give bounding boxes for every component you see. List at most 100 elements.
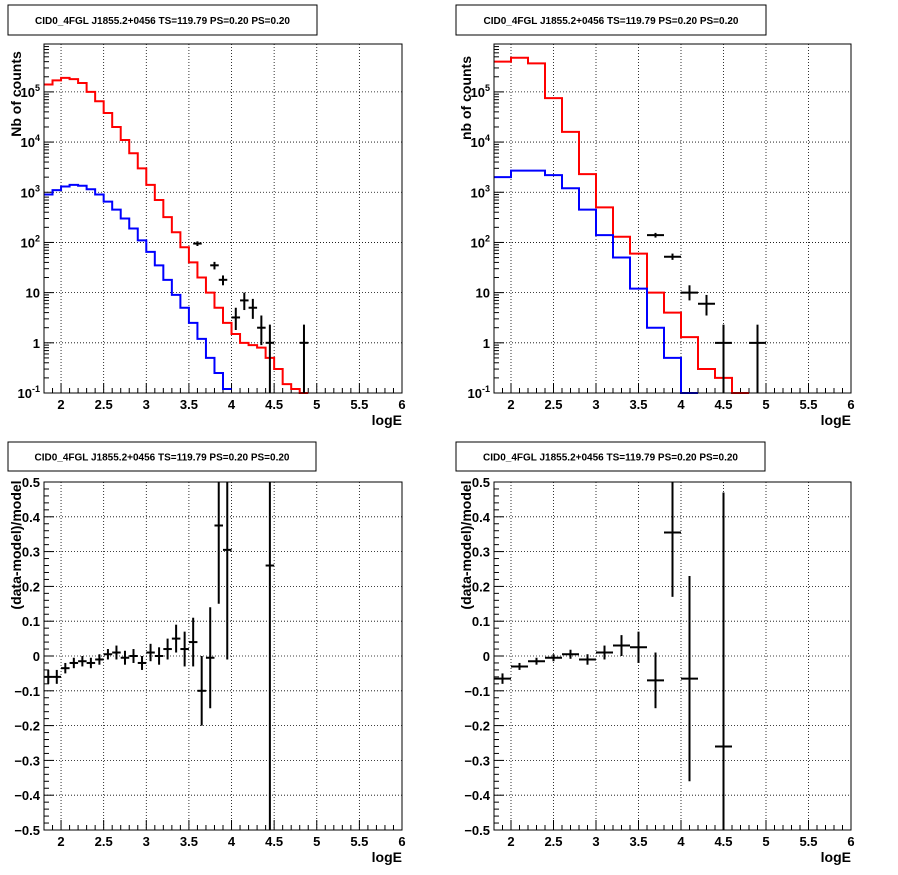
x-tick-label: 4 xyxy=(228,834,236,849)
data-point xyxy=(749,324,766,393)
data-point xyxy=(257,315,266,346)
x-tick-label: 3.5 xyxy=(180,397,198,412)
x-tick-label: 6 xyxy=(847,397,854,412)
y-tick-label: 1 xyxy=(33,336,40,351)
x-tick-label: 3 xyxy=(592,397,599,412)
data-point xyxy=(129,649,138,663)
x-tick-label: 5 xyxy=(313,397,320,412)
data-point xyxy=(579,654,596,665)
data-point xyxy=(61,662,70,674)
y-axis-title: (data-model)/model xyxy=(458,480,474,609)
y-tick-label: 0.5 xyxy=(22,475,40,490)
data-point xyxy=(223,482,232,660)
chart-panel-4: CID0_4FGL J1855.2+0456 TS=119.79 PS=0.20… xyxy=(455,441,855,865)
x-axis-title: logE xyxy=(372,412,402,428)
y-tick-label: 103 xyxy=(21,183,40,200)
data-point xyxy=(103,649,113,660)
title-box xyxy=(455,4,767,36)
y-tick-label: −0.4 xyxy=(14,788,40,803)
data-point xyxy=(647,232,664,238)
y-tick-label: 104 xyxy=(471,133,490,150)
title-box xyxy=(7,441,317,472)
plot-frame xyxy=(493,481,852,831)
x-tick-label: 2 xyxy=(57,397,64,412)
data-point xyxy=(112,645,121,660)
x-tick-label: 2.5 xyxy=(544,834,562,849)
y-axis-title: Nb of counts xyxy=(8,51,24,137)
data-point xyxy=(265,482,275,830)
x-tick-label: 3.5 xyxy=(180,834,198,849)
x-tick-label: 2 xyxy=(57,834,64,849)
data-point xyxy=(248,298,258,319)
data-point xyxy=(265,324,275,393)
x-tick-label: 4.5 xyxy=(714,834,732,849)
series-1-step-line xyxy=(494,56,749,394)
data-point xyxy=(205,607,215,709)
x-tick-label: 2 xyxy=(507,834,514,849)
y-tick-label: 0 xyxy=(33,649,40,664)
y-tick-label: 0.3 xyxy=(22,545,40,560)
x-tick-label: 4.5 xyxy=(265,834,283,849)
x-tick-label: 4 xyxy=(677,834,685,849)
y-tick-label: 0.1 xyxy=(472,614,490,629)
y-tick-label: 0.4 xyxy=(472,510,491,525)
x-tick-label: 5.5 xyxy=(799,397,817,412)
y-tick-label: 0.5 xyxy=(472,475,490,490)
data-point xyxy=(681,285,698,301)
y-tick-label: −0.3 xyxy=(464,753,490,768)
y-tick-label: 10-1 xyxy=(18,384,40,401)
data-point xyxy=(494,673,511,684)
data-point xyxy=(120,650,130,665)
y-tick-label: 0.3 xyxy=(472,545,490,560)
data-point xyxy=(647,652,664,709)
data-point xyxy=(163,638,172,660)
x-tick-label: 5 xyxy=(762,397,769,412)
x-tick-label: 6 xyxy=(847,834,854,849)
x-tick-label: 3 xyxy=(592,834,599,849)
x-tick-label: 5 xyxy=(762,834,769,849)
y-tick-label: 10-1 xyxy=(468,384,490,401)
data-point xyxy=(95,654,104,665)
data-point xyxy=(240,292,249,311)
y-tick-label: −0.1 xyxy=(14,684,40,699)
y-tick-label: 0.1 xyxy=(22,614,40,629)
data-point xyxy=(698,294,715,316)
data-point xyxy=(596,645,613,660)
chart-title: CID0_4FGL J1855.2+0456 TS=119.79 PS=0.20… xyxy=(34,453,289,464)
y-tick-label: −0.2 xyxy=(464,719,490,734)
x-tick-label: 4 xyxy=(677,397,685,412)
data-point xyxy=(180,631,189,667)
plot-frame xyxy=(43,43,403,394)
data-point xyxy=(44,669,53,684)
x-tick-label: 3.5 xyxy=(629,834,647,849)
x-tick-label: 4.5 xyxy=(265,397,283,412)
data-point xyxy=(664,253,681,260)
x-tick-label: 3 xyxy=(143,834,150,849)
data-point xyxy=(78,656,87,667)
x-tick-label: 6 xyxy=(398,397,405,412)
y-tick-label: −0.2 xyxy=(14,719,40,734)
y-tick-label: −0.5 xyxy=(464,823,490,838)
y-tick-label: 1 xyxy=(483,336,490,351)
x-axis-title: logE xyxy=(821,412,851,428)
x-tick-label: 4 xyxy=(228,397,236,412)
y-tick-label: 10 xyxy=(26,286,40,301)
data-point xyxy=(299,324,309,393)
x-tick-label: 4.5 xyxy=(714,397,732,412)
data-point xyxy=(52,669,62,684)
x-axis-title: logE xyxy=(821,849,851,865)
title-box xyxy=(455,441,766,472)
x-tick-label: 5.5 xyxy=(350,397,368,412)
y-tick-label: −0.1 xyxy=(464,684,490,699)
y-tick-label: 0.2 xyxy=(22,579,40,594)
data-point xyxy=(231,307,241,331)
data-point xyxy=(137,656,147,670)
plot-frame xyxy=(493,43,852,394)
data-point xyxy=(545,654,562,662)
data-point xyxy=(214,482,223,604)
y-tick-label: 102 xyxy=(471,233,490,250)
x-tick-label: 5.5 xyxy=(799,834,817,849)
data-point xyxy=(193,241,202,246)
y-tick-label: 10 xyxy=(476,286,490,301)
